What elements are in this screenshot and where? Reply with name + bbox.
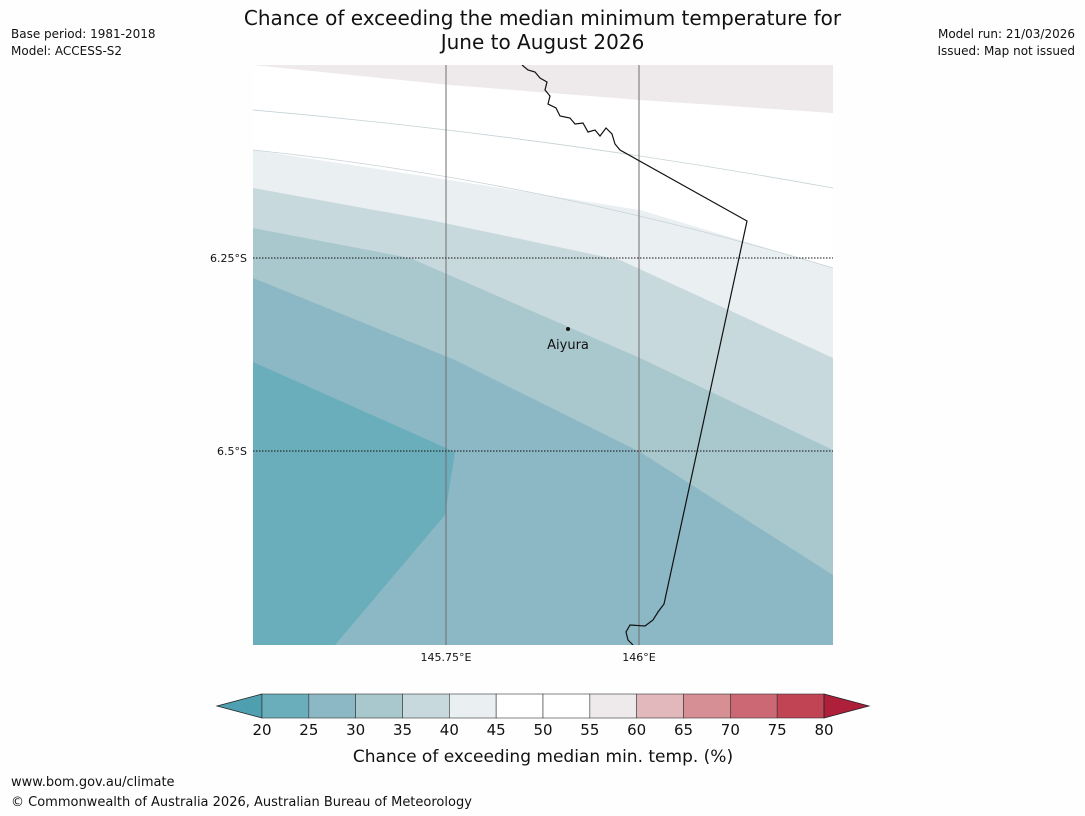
colorbar-segment	[776, 693, 825, 719]
location-marker[interactable]	[566, 327, 570, 331]
colorbar-tick-label: 55	[580, 721, 599, 739]
band-55-60	[253, 65, 833, 113]
contour-line	[253, 109, 833, 189]
footer-copyright: © Commonwealth of Australia 2026, Austra…	[11, 795, 472, 810]
colorbar-segment	[261, 693, 310, 719]
colorbar-segment	[449, 693, 497, 719]
lon-label-145-75: 145.75°E	[421, 651, 472, 664]
colorbar-segment	[730, 693, 778, 719]
colorbar-tick-label: 75	[768, 721, 787, 739]
colorbar-tick-label: 40	[440, 721, 459, 739]
colorbar-segment	[542, 693, 591, 719]
colorbar-label: Chance of exceeding median min. temp. (%…	[353, 747, 733, 767]
issued-status: Issued: Map not issued	[937, 44, 1075, 58]
map-title: Chance of exceeding the median minimum t…	[0, 6, 1085, 54]
contour-line	[253, 149, 833, 269]
place-label: Aiyura	[547, 338, 589, 353]
colorbar-segment	[308, 693, 356, 719]
colorbar-tick-label: 65	[674, 721, 693, 739]
colorbar-tick-label: 35	[393, 721, 412, 739]
colorbar-tick-label: 45	[487, 721, 506, 739]
colorbar-segment	[589, 693, 637, 719]
colorbar-tick-label: 25	[299, 721, 318, 739]
lat-label-6-5: 6.5°S	[217, 445, 247, 458]
footer-url[interactable]: www.bom.gov.au/climate	[11, 775, 175, 790]
title-line-1: Chance of exceeding the median minimum t…	[243, 6, 842, 30]
colorbar-tick-label: 70	[721, 721, 740, 739]
colorbar-segment	[683, 693, 731, 719]
colorbar-tick-label: 80	[814, 721, 833, 739]
border-line	[521, 65, 748, 645]
colorbar-tick-label: 30	[346, 721, 365, 739]
lon-label-146: 146°E	[622, 651, 655, 664]
colorbar-segment	[402, 693, 450, 719]
colorbar-tick-label: 60	[627, 721, 646, 739]
colorbar-extend-low	[215, 693, 263, 719]
model-run: Model run: 21/03/2026	[937, 27, 1075, 41]
colorbar-segment	[636, 693, 684, 719]
band-45-55	[253, 65, 833, 268]
base-period: Base period: 1981-2018	[11, 27, 156, 41]
colorbar-segment	[355, 693, 403, 719]
model-name: Model: ACCESS-S2	[11, 44, 123, 58]
colorbar-tick-label: 20	[252, 721, 271, 739]
colorbar: 20 25 30 35 40 45 50 55 60 65 70 75 80	[215, 693, 871, 739]
title-line-2: June to August 2026	[440, 30, 645, 54]
lat-label-6-25: 6.25°S	[210, 252, 247, 265]
colorbar-tick-label: 50	[533, 721, 552, 739]
colorbar-segment	[495, 693, 544, 719]
colorbar-extend-high	[823, 693, 871, 719]
